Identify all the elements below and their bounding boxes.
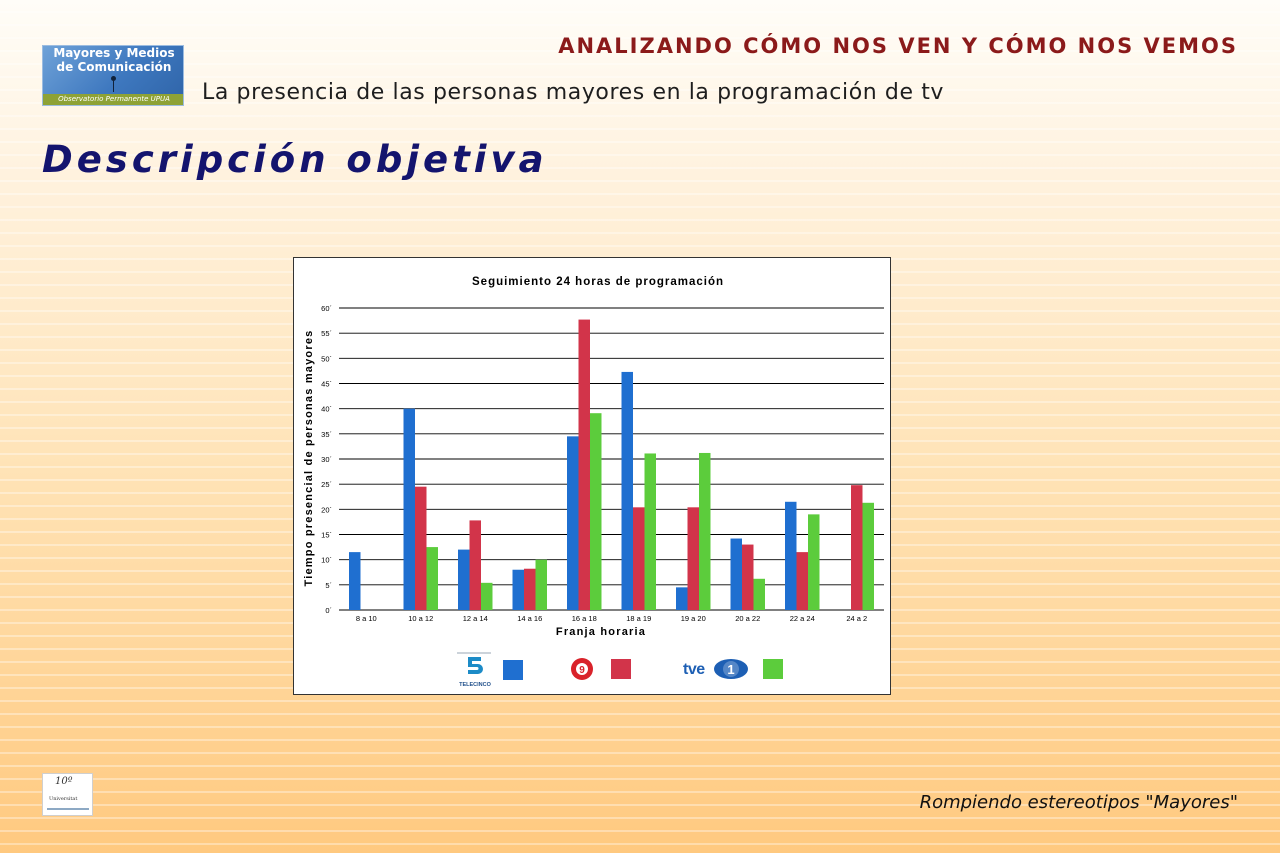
logo-title: Mayores y Medios de Comunicación bbox=[43, 46, 183, 74]
bar bbox=[753, 578, 765, 610]
logo-line1: Mayores y Medios bbox=[53, 46, 175, 60]
bar bbox=[621, 371, 633, 610]
bar bbox=[469, 520, 481, 610]
anniversary-number: 10º bbox=[55, 776, 73, 787]
y-tick-labels: 0´ 5´ 10´ 15´ 20´ 25´ 30´ 35´ 40´ 45´ 50´ 55´ 60´ bbox=[321, 304, 332, 615]
bar bbox=[481, 582, 493, 610]
bar bbox=[785, 501, 797, 610]
y-tick-label: 5´ bbox=[325, 581, 332, 590]
x-tick-label: 14 a 16 bbox=[517, 614, 542, 623]
logo-line2: de Comunicación bbox=[56, 60, 172, 74]
x-tick-label: 19 a 20 bbox=[681, 614, 706, 623]
bar bbox=[699, 452, 711, 610]
bar bbox=[687, 507, 699, 610]
bar-chart: Seguimiento 24 horas de programación 0´ 5… bbox=[303, 276, 884, 688]
y-tick-label: 15´ bbox=[321, 531, 332, 540]
canal9-label: 9 bbox=[579, 665, 585, 676]
bar bbox=[742, 544, 754, 610]
bar bbox=[808, 514, 820, 610]
bar bbox=[644, 453, 656, 610]
header-title: ANALIZANDO CÓMO NOS VEN Y CÓMO NOS VEMOS bbox=[558, 34, 1238, 58]
legend-swatch-green bbox=[763, 659, 783, 679]
chart-frame: Seguimiento 24 horas de programación 0´ 5… bbox=[293, 257, 891, 695]
x-tick-label: 20 a 22 bbox=[735, 614, 760, 623]
bar bbox=[676, 587, 688, 610]
bars bbox=[349, 319, 874, 610]
bar bbox=[458, 549, 470, 610]
x-tick-labels: 8 a 10 10 a 12 12 a 14 14 a 16 16 a 18 18 a 1… bbox=[356, 614, 867, 623]
bar bbox=[862, 502, 874, 610]
y-tick-label: 50´ bbox=[321, 354, 332, 363]
x-tick-label: 22 a 24 bbox=[790, 614, 815, 623]
y-tick-label: 40´ bbox=[321, 405, 332, 414]
y-tick-label: 30´ bbox=[321, 455, 332, 464]
y-tick-label: 25´ bbox=[321, 480, 332, 489]
bar bbox=[426, 547, 438, 610]
x-axis-label: Franja horaria bbox=[556, 626, 646, 638]
telecinco-label: TELECINCO bbox=[459, 682, 492, 688]
legend-swatch-red bbox=[611, 659, 631, 679]
page-title: Descripción objetiva bbox=[42, 138, 548, 181]
tve-label: tve bbox=[683, 661, 705, 678]
x-tick-label: 10 a 12 bbox=[408, 614, 433, 623]
footer-tagline: Rompiendo estereotipos "Mayores" bbox=[919, 792, 1238, 813]
logo-stripe bbox=[47, 808, 89, 810]
canal9-logo: 9 bbox=[571, 658, 593, 680]
bar bbox=[590, 413, 602, 610]
x-tick-label: 16 a 18 bbox=[572, 614, 597, 623]
bar bbox=[512, 569, 524, 610]
y-axis-label: Tiempo presencial de personas mayores bbox=[303, 330, 315, 587]
university-label: Universitat bbox=[49, 796, 78, 802]
y-tick-label: 0´ bbox=[325, 606, 332, 615]
observatory-logo: Mayores y Medios de Comunicación Observa… bbox=[42, 45, 184, 106]
y-tick-label: 55´ bbox=[321, 329, 332, 338]
antenna-icon bbox=[111, 76, 116, 92]
y-tick-label: 45´ bbox=[321, 380, 332, 389]
tve-number-label: 1 bbox=[727, 662, 734, 677]
tve1-logo: tve 1 bbox=[683, 659, 748, 679]
bar bbox=[633, 507, 645, 610]
telecinco-logo: TELECINCO bbox=[457, 652, 492, 688]
bar bbox=[415, 486, 427, 610]
bar bbox=[535, 559, 547, 610]
y-tick-label: 60´ bbox=[321, 304, 332, 313]
bar bbox=[578, 319, 590, 610]
y-tick-label: 20´ bbox=[321, 505, 332, 514]
legend-swatch-blue bbox=[503, 660, 523, 680]
bar bbox=[403, 408, 415, 610]
chart-title: Seguimiento 24 horas de programación bbox=[472, 276, 724, 288]
bar bbox=[796, 552, 808, 610]
bar bbox=[567, 436, 579, 610]
y-tick-label: 35´ bbox=[321, 430, 332, 439]
header-subtitle: La presencia de las personas mayores en … bbox=[202, 80, 945, 105]
x-tick-label: 18 a 19 bbox=[626, 614, 651, 623]
x-tick-label: 24 a 2 bbox=[846, 614, 867, 623]
x-tick-label: 8 a 10 bbox=[356, 614, 377, 623]
logo-caption: Observatorio Permanente UPUA bbox=[43, 94, 183, 105]
x-tick-label: 12 a 14 bbox=[463, 614, 488, 623]
bar bbox=[524, 568, 536, 610]
university-anniversary-logo: 10º Universitat bbox=[42, 773, 93, 816]
bar bbox=[851, 485, 863, 610]
bar bbox=[349, 552, 361, 610]
legend: TELECINCO 9 tve 1 bbox=[457, 652, 783, 688]
y-tick-label: 10´ bbox=[321, 556, 332, 565]
bar bbox=[730, 538, 742, 610]
